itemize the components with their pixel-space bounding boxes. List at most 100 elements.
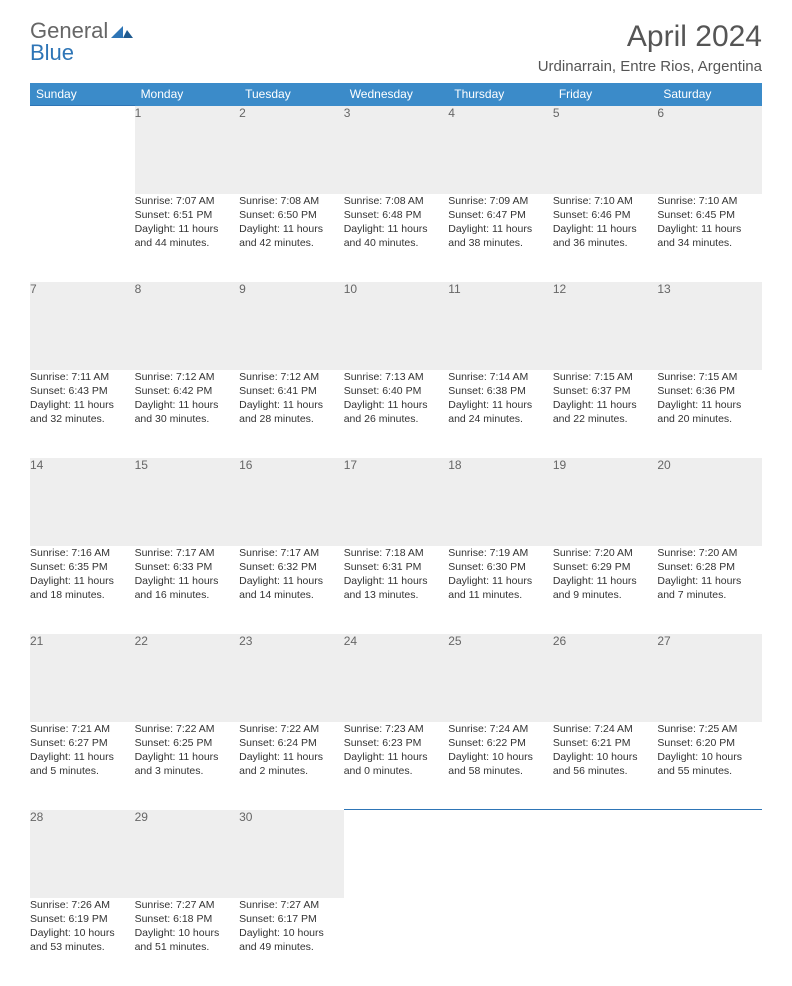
day-content-row: Sunrise: 7:11 AMSunset: 6:43 PMDaylight:… (30, 370, 762, 458)
sunrise-text: Sunrise: 7:13 AM (344, 370, 449, 384)
daylight-text: Daylight: 10 hours (30, 926, 135, 940)
daylight-text-2: and 51 minutes. (135, 940, 240, 954)
daylight-text-2: and 53 minutes. (30, 940, 135, 954)
day-cell: Sunrise: 7:15 AMSunset: 6:37 PMDaylight:… (553, 370, 658, 458)
daylight-text-2: and 56 minutes. (553, 764, 658, 778)
sunrise-text: Sunrise: 7:17 AM (135, 546, 240, 560)
day-cell: Sunrise: 7:27 AMSunset: 6:17 PMDaylight:… (239, 898, 344, 986)
location-text: Urdinarrain, Entre Rios, Argentina (538, 58, 762, 75)
sunrise-text: Sunrise: 7:14 AM (448, 370, 553, 384)
sunrise-text: Sunrise: 7:10 AM (657, 194, 762, 208)
day-number-cell: 26 (553, 634, 658, 722)
sunset-text: Sunset: 6:19 PM (30, 912, 135, 926)
weekday-header: Tuesday (239, 83, 344, 106)
day-content-row: Sunrise: 7:16 AMSunset: 6:35 PMDaylight:… (30, 546, 762, 634)
daylight-text: Daylight: 11 hours (448, 574, 553, 588)
day-cell: Sunrise: 7:21 AMSunset: 6:27 PMDaylight:… (30, 722, 135, 810)
day-number-cell: 19 (553, 458, 658, 546)
daylight-text-2: and 3 minutes. (135, 764, 240, 778)
day-cell: Sunrise: 7:08 AMSunset: 6:48 PMDaylight:… (344, 194, 449, 282)
sunset-text: Sunset: 6:50 PM (239, 208, 344, 222)
day-number-cell: 7 (30, 282, 135, 370)
sunrise-text: Sunrise: 7:17 AM (239, 546, 344, 560)
sunrise-text: Sunrise: 7:16 AM (30, 546, 135, 560)
title-block: April 2024 Urdinarrain, Entre Rios, Arge… (538, 20, 762, 75)
day-cell (553, 898, 658, 986)
sunrise-text: Sunrise: 7:07 AM (135, 194, 240, 208)
day-cell: Sunrise: 7:11 AMSunset: 6:43 PMDaylight:… (30, 370, 135, 458)
sunset-text: Sunset: 6:18 PM (135, 912, 240, 926)
calendar-table: Sunday Monday Tuesday Wednesday Thursday… (30, 83, 762, 986)
day-number-row: 14151617181920 (30, 458, 762, 546)
daylight-text: Daylight: 11 hours (657, 398, 762, 412)
day-number-cell (30, 106, 135, 194)
sunset-text: Sunset: 6:41 PM (239, 384, 344, 398)
daylight-text-2: and 7 minutes. (657, 588, 762, 602)
weekday-header: Sunday (30, 83, 135, 106)
sunrise-text: Sunrise: 7:08 AM (344, 194, 449, 208)
day-number-cell: 10 (344, 282, 449, 370)
weekday-header: Wednesday (344, 83, 449, 106)
day-cell (344, 898, 449, 986)
sunrise-text: Sunrise: 7:26 AM (30, 898, 135, 912)
weekday-header-row: Sunday Monday Tuesday Wednesday Thursday… (30, 83, 762, 106)
sunset-text: Sunset: 6:46 PM (553, 208, 658, 222)
sunset-text: Sunset: 6:51 PM (135, 208, 240, 222)
daylight-text-2: and 20 minutes. (657, 412, 762, 426)
daylight-text: Daylight: 11 hours (30, 398, 135, 412)
sunrise-text: Sunrise: 7:20 AM (553, 546, 658, 560)
day-number-cell: 16 (239, 458, 344, 546)
sunrise-text: Sunrise: 7:15 AM (657, 370, 762, 384)
sunrise-text: Sunrise: 7:22 AM (135, 722, 240, 736)
logo-text-blue: Blue (30, 40, 74, 65)
day-cell (30, 194, 135, 282)
sunset-text: Sunset: 6:43 PM (30, 384, 135, 398)
daylight-text: Daylight: 10 hours (657, 750, 762, 764)
daylight-text: Daylight: 11 hours (448, 398, 553, 412)
day-number-cell: 1 (135, 106, 240, 194)
day-cell: Sunrise: 7:10 AMSunset: 6:46 PMDaylight:… (553, 194, 658, 282)
day-cell: Sunrise: 7:10 AMSunset: 6:45 PMDaylight:… (657, 194, 762, 282)
sunrise-text: Sunrise: 7:08 AM (239, 194, 344, 208)
sunset-text: Sunset: 6:24 PM (239, 736, 344, 750)
day-cell: Sunrise: 7:17 AMSunset: 6:33 PMDaylight:… (135, 546, 240, 634)
day-number-cell: 30 (239, 810, 344, 898)
weekday-header: Thursday (448, 83, 553, 106)
day-number-cell: 17 (344, 458, 449, 546)
daylight-text-2: and 28 minutes. (239, 412, 344, 426)
daylight-text: Daylight: 11 hours (239, 574, 344, 588)
daylight-text: Daylight: 11 hours (553, 574, 658, 588)
day-number-row: 282930 (30, 810, 762, 898)
day-number-cell: 15 (135, 458, 240, 546)
sunrise-text: Sunrise: 7:27 AM (135, 898, 240, 912)
daylight-text: Daylight: 11 hours (657, 222, 762, 236)
daylight-text: Daylight: 11 hours (553, 222, 658, 236)
logo: GeneralBlue (30, 20, 133, 64)
sunset-text: Sunset: 6:47 PM (448, 208, 553, 222)
month-title: April 2024 (538, 20, 762, 54)
daylight-text: Daylight: 10 hours (448, 750, 553, 764)
day-content-row: Sunrise: 7:07 AMSunset: 6:51 PM Daylight:… (30, 194, 762, 282)
sunset-text: Sunset: 6:37 PM (553, 384, 658, 398)
day-number-cell: 2 (239, 106, 344, 194)
sunset-text: Sunset: 6:48 PM (344, 208, 449, 222)
day-cell: Sunrise: 7:22 AMSunset: 6:24 PMDaylight:… (239, 722, 344, 810)
daylight-text: Daylight: 11 hours (239, 398, 344, 412)
daylight-text: Daylight: 10 hours (239, 926, 344, 940)
day-cell: Sunrise: 7:20 AMSunset: 6:29 PMDaylight:… (553, 546, 658, 634)
day-number-cell: 28 (30, 810, 135, 898)
sunset-text: Sunset: 6:17 PM (239, 912, 344, 926)
sunrise-text: Sunrise: 7:09 AM (448, 194, 553, 208)
daylight-text-2: and 2 minutes. (239, 764, 344, 778)
daylight-text: Daylight: 11 hours (344, 222, 449, 236)
daylight-text-2: and 0 minutes. (344, 764, 449, 778)
daylight-text-2: and 36 minutes. (553, 236, 658, 250)
sunset-text: Sunset: 6:29 PM (553, 560, 658, 574)
daylight-text: Daylight: 11 hours (135, 750, 240, 764)
sunrise-text: Sunrise: 7:15 AM (553, 370, 658, 384)
daylight-text: Daylight: 11 hours (30, 574, 135, 588)
daylight-text-2: and 58 minutes. (448, 764, 553, 778)
daylight-text-2: and 32 minutes. (30, 412, 135, 426)
day-cell: Sunrise: 7:12 AMSunset: 6:42 PMDaylight:… (135, 370, 240, 458)
daylight-text: Daylight: 11 hours (239, 750, 344, 764)
